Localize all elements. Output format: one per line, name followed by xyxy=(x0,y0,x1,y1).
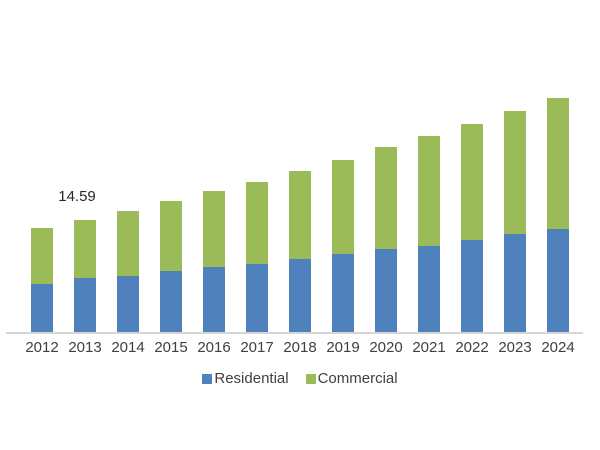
x-axis-tick-label: 2016 xyxy=(197,339,231,356)
x-axis-tick-label: 2013 xyxy=(68,339,102,356)
bar-column-2022 xyxy=(461,60,483,332)
bar-segment-residential xyxy=(504,233,526,332)
bar-segment-residential xyxy=(547,228,569,332)
bar-segment-commercial xyxy=(31,227,53,284)
x-axis-tick-label: 2024 xyxy=(541,339,575,356)
bar-segment-residential xyxy=(289,258,311,332)
plot-area: 14.59 xyxy=(31,60,569,332)
bar-segment-residential xyxy=(332,254,354,332)
bar-column-2014 xyxy=(117,60,139,332)
bar-segment-residential xyxy=(31,283,53,332)
bar-segment-commercial xyxy=(332,159,354,255)
bar-segment-commercial xyxy=(461,123,483,241)
bar-segment-residential xyxy=(461,240,483,332)
bar-segment-commercial xyxy=(246,182,268,264)
x-axis-tick: 2021 xyxy=(412,340,445,355)
bar-segment-residential xyxy=(203,267,225,332)
bar-column-2018 xyxy=(289,60,311,332)
legend: Residential Commercial xyxy=(0,371,600,386)
legend-item-residential: Residential xyxy=(202,370,289,387)
bar-segment-commercial xyxy=(547,98,569,229)
bar-column-2021 xyxy=(418,60,440,332)
bar-column-2013: 14.59 xyxy=(58,60,96,332)
bar-segment-commercial xyxy=(117,211,139,277)
legend-item-commercial: Commercial xyxy=(305,370,398,387)
bar-column-2016 xyxy=(203,60,225,332)
bar-segment-residential xyxy=(117,276,139,332)
x-axis-tick-label: 2018 xyxy=(283,339,317,356)
bar-column-2017 xyxy=(246,60,268,332)
bar-segment-residential xyxy=(246,263,268,332)
legend-swatch-icon xyxy=(202,373,213,384)
legend-label: Commercial xyxy=(317,370,398,387)
x-axis-tick: 2014 xyxy=(111,340,144,355)
x-axis-tick-label: 2017 xyxy=(240,339,274,356)
data-label: 14.59 xyxy=(58,187,96,205)
bar-column-2015 xyxy=(160,60,182,332)
bar-segment-commercial xyxy=(418,136,440,246)
x-axis-tick-label: 2014 xyxy=(111,339,145,356)
x-axis-tick-labels: 2012 2013 2014 2015 2016 2017 2018 2019 2020 2021… xyxy=(25,340,574,355)
bar-segment-commercial xyxy=(203,191,225,267)
bar-segment-commercial xyxy=(504,111,526,234)
x-axis-tick: 2020 xyxy=(369,340,402,355)
x-axis-tick-label: 2015 xyxy=(154,339,188,356)
bar-column-2019 xyxy=(332,60,354,332)
bar-column-2020 xyxy=(375,60,397,332)
bar-segment-commercial xyxy=(375,147,397,250)
legend-label: Residential xyxy=(214,370,289,387)
x-axis-tick: 2019 xyxy=(326,340,359,355)
bar-segment-residential xyxy=(375,249,397,332)
x-axis-tick-label: 2022 xyxy=(455,339,489,356)
bar-column-2024 xyxy=(547,60,569,332)
bar-segment-commercial xyxy=(74,219,96,278)
x-axis-tick: 2018 xyxy=(283,340,316,355)
x-axis-tick: 2023 xyxy=(498,340,531,355)
bar-column-2023 xyxy=(504,60,526,332)
bar-segment-commercial xyxy=(289,171,311,259)
x-axis-tick: 2017 xyxy=(240,340,273,355)
x-axis-tick: 2015 xyxy=(154,340,187,355)
bar-segment-residential xyxy=(74,277,96,332)
x-axis-line xyxy=(6,332,583,334)
x-axis-tick-label: 2023 xyxy=(498,339,532,356)
x-axis-tick-label: 2019 xyxy=(326,339,360,356)
x-axis-tick: 2012 xyxy=(25,340,58,355)
x-axis-tick-label: 2020 xyxy=(369,339,403,356)
x-axis-tick: 2016 xyxy=(197,340,230,355)
x-axis-tick-label: 2012 xyxy=(25,339,59,356)
bar-segment-residential xyxy=(160,271,182,332)
bar-segment-residential xyxy=(418,245,440,332)
bar-column-2012 xyxy=(31,60,53,332)
bar-segment-commercial xyxy=(160,201,182,272)
x-axis-tick: 2022 xyxy=(455,340,488,355)
x-axis-tick: 2024 xyxy=(541,340,574,355)
legend-swatch-icon xyxy=(305,373,316,384)
x-axis-tick: 2013 xyxy=(68,340,101,355)
x-axis-tick-label: 2021 xyxy=(412,339,446,356)
